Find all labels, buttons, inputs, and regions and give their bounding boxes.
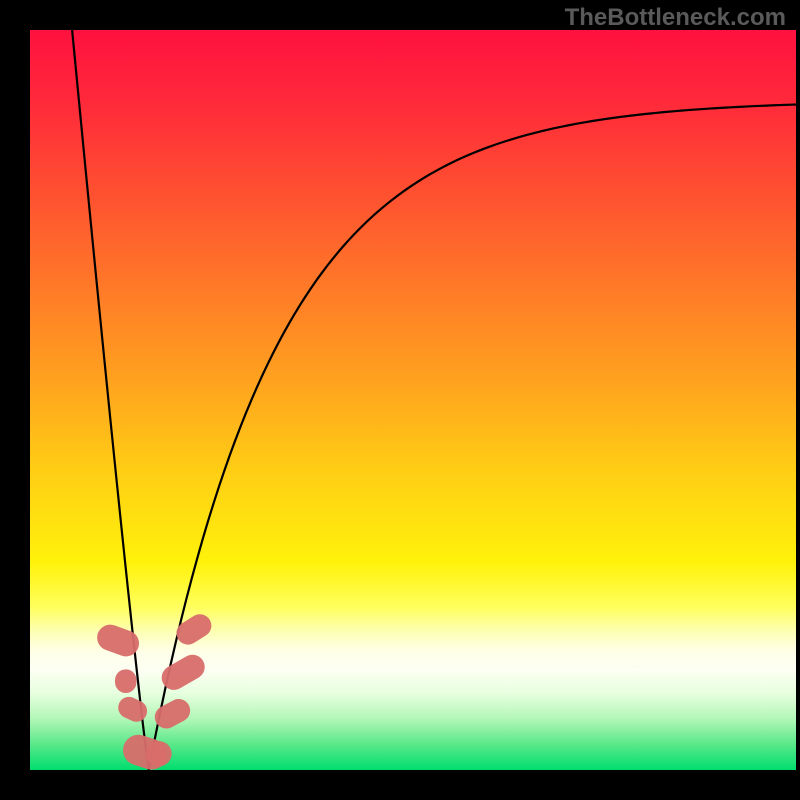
marker-4 xyxy=(146,741,172,766)
plot-svg xyxy=(30,30,796,770)
plot-area xyxy=(30,30,796,770)
chart-frame: TheBottleneck.com xyxy=(0,0,800,800)
marker-1 xyxy=(115,669,136,693)
watermark-text: TheBottleneck.com xyxy=(565,4,786,32)
gradient-background xyxy=(30,30,796,770)
